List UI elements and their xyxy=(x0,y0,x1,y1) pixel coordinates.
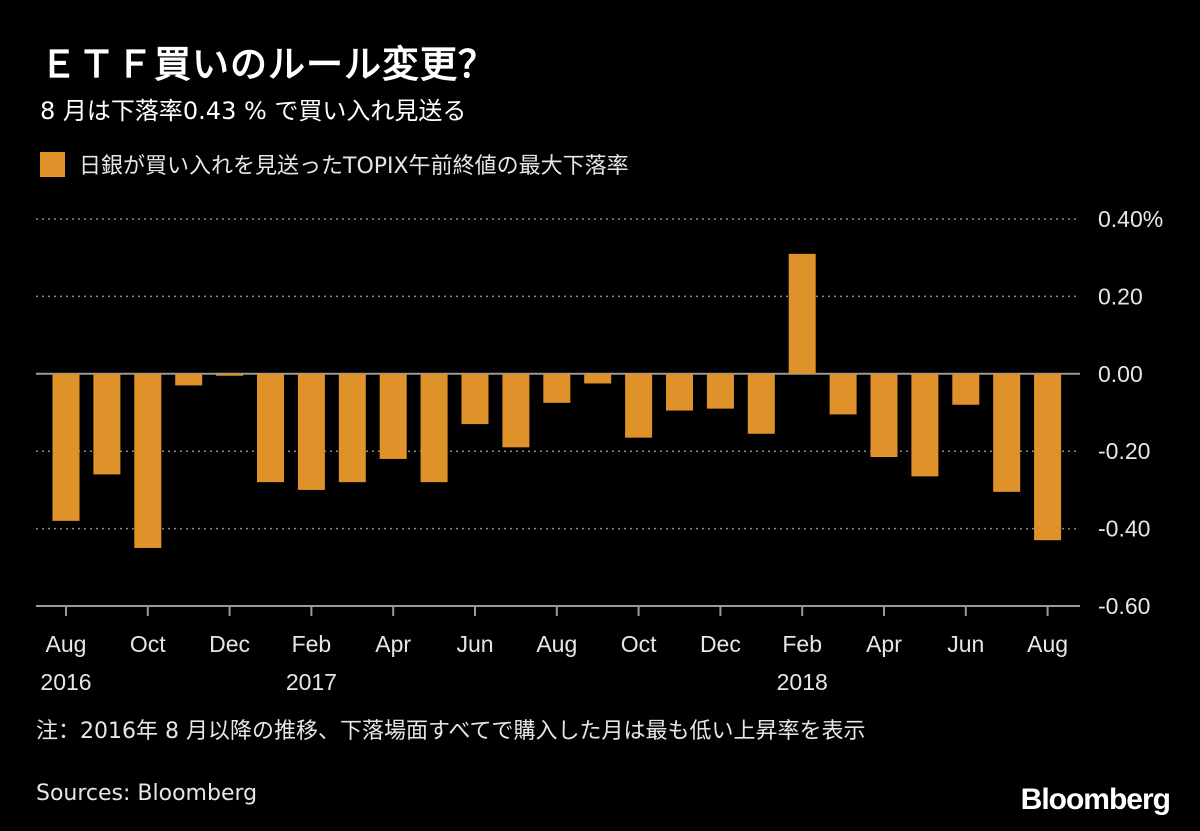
y-tick-label: -0.60 xyxy=(1098,593,1150,619)
bar-2016-12 xyxy=(216,373,244,376)
chart-title: ＥＴＦ買いのルール変更？ xyxy=(40,43,496,86)
bar-2017-07 xyxy=(502,373,530,448)
bar-2017-06 xyxy=(461,373,489,425)
x-year-label: 2018 xyxy=(777,669,828,695)
x-tick-label: Oct xyxy=(130,631,166,657)
y-tick-label: -0.20 xyxy=(1098,438,1150,464)
bar-2017-04 xyxy=(379,373,407,459)
x-year-label: 2016 xyxy=(40,669,91,695)
bar-2017-05 xyxy=(420,373,448,483)
x-tick-label: Dec xyxy=(209,631,250,657)
bar-2018-07 xyxy=(993,373,1021,492)
x-tick-label: Apr xyxy=(375,631,411,657)
x-tick-label: Dec xyxy=(700,631,741,657)
bar-2017-09 xyxy=(584,373,612,384)
bar-2017-11 xyxy=(666,373,693,411)
x-tick-label: Feb xyxy=(782,631,822,657)
x-tick-label: Oct xyxy=(621,631,657,657)
bar-2018-05 xyxy=(911,373,939,477)
y-tick-label: -0.40 xyxy=(1098,516,1150,542)
x-tick-label: Aug xyxy=(46,631,87,657)
bar-2018-06 xyxy=(952,373,980,405)
bar-2017-01 xyxy=(257,373,284,483)
x-tick-label: Aug xyxy=(536,631,577,657)
bloomberg-logo: Bloomberg xyxy=(1020,783,1171,816)
chart-subtitle: 8 月は下落率0.43 % で買い入れ見送る xyxy=(40,97,467,125)
bar-2017-03 xyxy=(338,373,366,483)
bar-2018-01 xyxy=(747,373,775,434)
x-year-label: 2017 xyxy=(286,669,337,695)
y-tick-label: 0.40% xyxy=(1098,206,1163,232)
x-tick-label: Feb xyxy=(292,631,332,657)
x-tick-label: Jun xyxy=(947,631,984,657)
x-tick-label: Jun xyxy=(456,631,493,657)
bar-2018-04 xyxy=(870,373,898,458)
legend: 日銀が買い入れを見送ったTOPIX午前終値の最大下落率 xyxy=(40,148,629,180)
bar-2018-02 xyxy=(788,253,816,374)
bar-2016-11 xyxy=(175,373,203,386)
bar-2018-08 xyxy=(1034,373,1062,541)
footnote: 注：2016年 8 月以降の推移、下落場面すべてで購入した月は最も低い上昇率を表… xyxy=(36,719,866,744)
bar-2016-08 xyxy=(52,373,80,521)
y-tick-label: 0.20 xyxy=(1098,283,1143,309)
y-tick-label: 0.00 xyxy=(1098,361,1143,387)
legend-label: 日銀が買い入れを見送ったTOPIX午前終値の最大下落率 xyxy=(79,154,629,179)
axes xyxy=(36,605,1080,616)
x-tick-label: Apr xyxy=(866,631,902,657)
bar-2018-03 xyxy=(829,373,857,415)
bar-2017-10 xyxy=(625,373,653,438)
legend-swatch xyxy=(40,151,65,177)
tick-labels: 0.40% 0.20 0.00 -0.20 -0.40 -0.60 Aug 2016 Oct De… xyxy=(40,206,1163,695)
x-tick-label: Aug xyxy=(1027,631,1068,657)
source-credit: Sources: Bloomberg xyxy=(36,781,258,806)
bar-2017-12 xyxy=(706,373,734,409)
bar-2016-10 xyxy=(134,373,162,548)
bar-2017-08 xyxy=(543,373,571,403)
grid-lines xyxy=(36,218,1080,530)
bar-2017-02 xyxy=(297,373,325,490)
bars xyxy=(52,253,1062,548)
bar-2016-09 xyxy=(93,373,121,475)
